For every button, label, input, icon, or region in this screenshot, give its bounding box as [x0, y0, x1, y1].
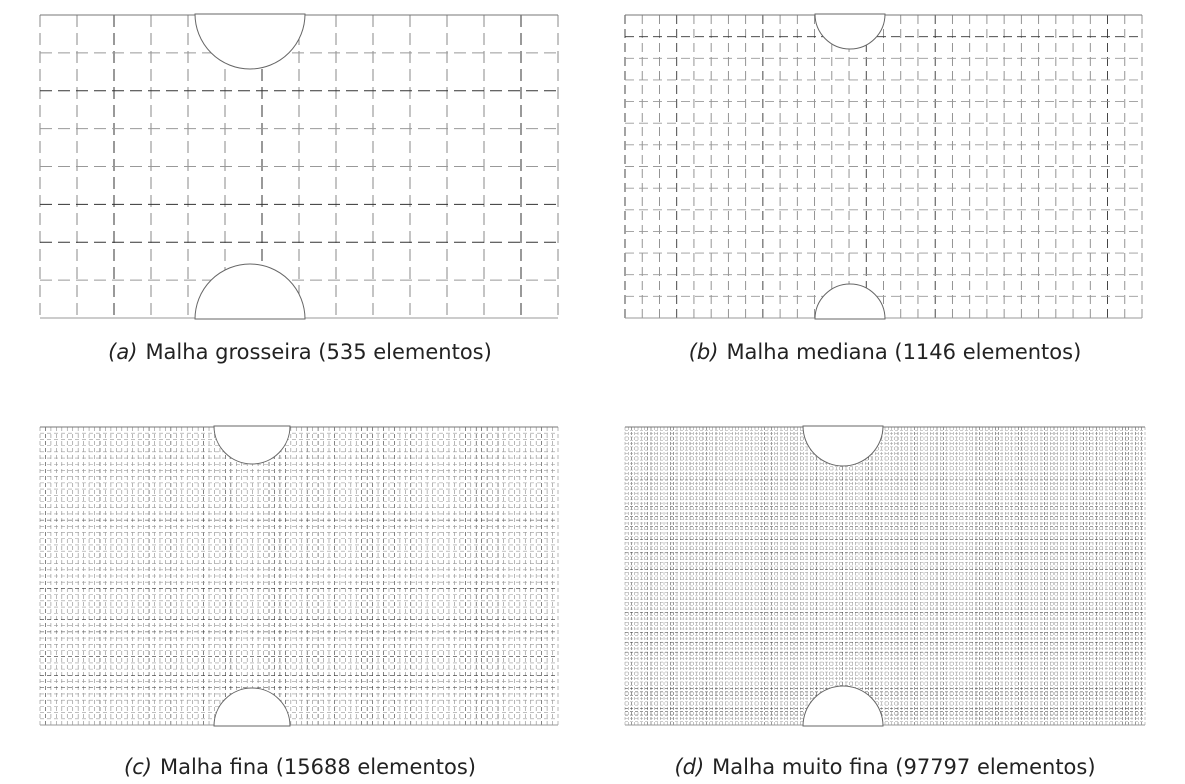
panel-tag: (b)	[689, 340, 719, 364]
caption-d: (d) Malha muito fina (97797 elementos)	[605, 755, 1165, 779]
notch	[195, 14, 305, 69]
figure-page: (a) Malha grosseira (535 elementos) (b) Ma…	[0, 0, 1185, 784]
panel-tag: (d)	[674, 755, 704, 779]
caption-text: Malha muito fina (97797 elementos)	[712, 755, 1095, 779]
notch	[815, 284, 885, 319]
notch	[815, 14, 885, 49]
caption-text: Malha fina (15688 elementos)	[160, 755, 476, 779]
mesh-figure	[0, 0, 1185, 784]
caption-text: Malha mediana (1146 elementos)	[726, 340, 1081, 364]
caption-b: (b) Malha mediana (1146 elementos)	[605, 340, 1165, 364]
caption-a: (a) Malha grosseira (535 elementos)	[20, 340, 580, 364]
panel-tag: (a)	[108, 340, 137, 364]
caption-c: (c) Malha fina (15688 elementos)	[20, 755, 580, 779]
caption-text: Malha grosseira (535 elementos)	[145, 340, 491, 364]
panel-tag: (c)	[124, 755, 152, 779]
notch	[195, 264, 305, 319]
